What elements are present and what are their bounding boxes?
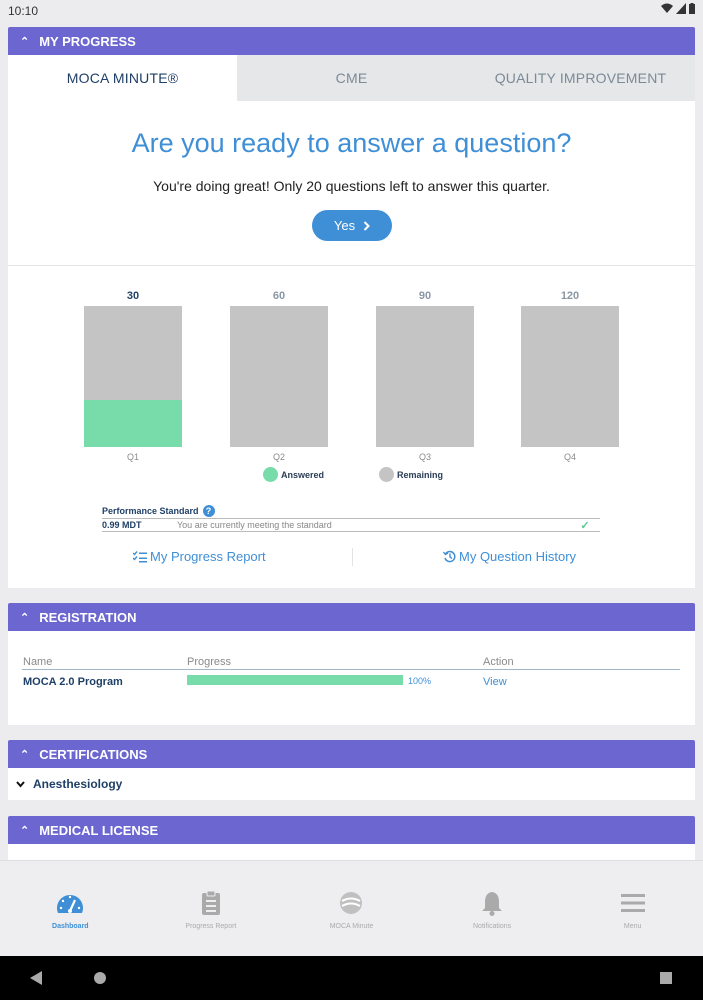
quarter-bar-remaining — [376, 306, 474, 447]
nav-dashboard[interactable]: Dashboard — [0, 861, 141, 956]
performance-title-row: Performance Standard ? — [102, 504, 600, 518]
col-header-action: Action — [483, 656, 514, 668]
my-question-history-label: My Question History — [459, 549, 577, 564]
my-progress-title: MY PROGRESS — [39, 33, 136, 49]
registration-header[interactable]: ⌃ REGISTRATION — [8, 603, 695, 631]
quarter-label: Q3 — [418, 452, 431, 462]
system-nav-bar — [0, 956, 703, 1000]
performance-value: 0.99 MDT — [102, 520, 142, 530]
quarter-column: 90 Q3 — [376, 290, 474, 462]
yes-button[interactable]: Yes — [312, 210, 392, 241]
legend-remaining-label: Remaining — [397, 469, 444, 480]
legend-answered-label: Answered — [281, 469, 325, 480]
nav-moca-minute[interactable]: MOCA Minute — [281, 861, 422, 956]
nav-dashboard-label: Dashboard — [52, 923, 89, 930]
status-time: 10:10 — [8, 4, 39, 18]
signal-icon — [676, 3, 686, 14]
help-icon[interactable]: ? — [202, 505, 215, 517]
moca-minute-icon — [340, 892, 363, 914]
check-icon: ✓ — [580, 519, 590, 532]
back-icon[interactable] — [30, 971, 42, 985]
quarter-goal-label: 30 — [126, 290, 140, 302]
wifi-icon — [661, 3, 673, 13]
chevron-down-icon — [16, 780, 25, 788]
recents-icon[interactable] — [660, 972, 672, 984]
history-icon — [443, 550, 456, 563]
menu-icon — [620, 894, 645, 912]
progress-tabs: MOCA MINUTE® CME QUALITY IMPROVEMENT — [8, 55, 695, 101]
quarter-bar-answered — [84, 400, 182, 447]
quarter-column: 120 Q4 — [521, 290, 619, 462]
performance-title: Performance Standard — [102, 506, 199, 516]
bottom-nav: Dashboard Progress Report MOCA Minute No… — [0, 860, 703, 956]
registration-title: REGISTRATION — [39, 609, 137, 625]
chevron-up-icon: ⌃ — [20, 748, 30, 761]
divider — [8, 265, 695, 266]
col-header-progress: Progress — [187, 656, 232, 668]
nav-notifications[interactable]: Notifications — [422, 861, 563, 956]
legend-answered: Answered — [263, 467, 324, 482]
nav-progress-report-label: Progress Report — [185, 923, 237, 930]
dashboard-icon — [57, 895, 84, 913]
nav-moca-minute-label: MOCA Minute — [329, 923, 374, 930]
certifications-card — [8, 768, 695, 800]
table-header-line — [22, 669, 680, 670]
quarter-goal-label: 90 — [418, 290, 432, 302]
certification-label: Anesthesiology — [33, 777, 123, 791]
battery-icon — [689, 3, 695, 14]
my-progress-header[interactable]: ⌃ MY PROGRESS — [8, 27, 695, 55]
tab-quality-improvement[interactable]: QUALITY IMPROVEMENT — [466, 55, 695, 101]
question-title: Are you ready to answer a question? — [131, 128, 572, 158]
quarter-goal-label: 120 — [560, 290, 580, 302]
registration-view-link[interactable]: View — [483, 676, 507, 688]
legend-remaining: Remaining — [379, 467, 443, 482]
answered-dot — [263, 467, 278, 482]
quarter-goal-label: 60 — [272, 290, 286, 302]
yes-label: Yes — [333, 218, 356, 233]
performance-row: 0.99 MDT You are currently meeting the s… — [102, 518, 600, 532]
quarter-bar-remaining — [230, 306, 328, 447]
quarter-column: 30 Q1 — [84, 290, 182, 462]
nav-notifications-label: Notifications — [473, 923, 512, 930]
my-progress-report-label: My Progress Report — [150, 549, 266, 564]
home-icon[interactable] — [94, 972, 106, 984]
registration-progress-text: 100% — [408, 676, 432, 686]
quarter-bar-remaining — [84, 306, 182, 447]
clipboard-icon — [201, 890, 220, 915]
status-icons — [661, 3, 695, 14]
certification-item[interactable]: Anesthesiology — [16, 777, 122, 791]
performance-standard: Performance Standard ? 0.99 MDT You are … — [102, 504, 600, 532]
my-question-history-link[interactable]: My Question History — [443, 549, 576, 564]
certifications-title: CERTIFICATIONS — [39, 746, 148, 762]
quarter-label: Q2 — [272, 452, 285, 462]
checklist-icon — [133, 550, 147, 562]
medical-license-header[interactable]: ⌃ MEDICAL LICENSE — [8, 816, 695, 844]
registration-program-name: MOCA 2.0 Program — [23, 676, 123, 688]
quarter-label: Q4 — [563, 452, 576, 462]
question-subtitle: You're doing great! Only 20 questions le… — [153, 178, 550, 194]
tab-cme[interactable]: CME — [237, 55, 466, 101]
quarter-column: 60 Q2 — [230, 290, 328, 462]
performance-message: You are currently meeting the standard — [177, 520, 332, 530]
chevron-up-icon: ⌃ — [20, 824, 30, 837]
certifications-header[interactable]: ⌃ CERTIFICATIONS — [8, 740, 695, 768]
medical-license-card — [8, 844, 695, 860]
status-bar: 10:10 — [0, 0, 703, 22]
my-progress-report-link[interactable]: My Progress Report — [133, 549, 266, 564]
nav-menu-label: Menu — [623, 923, 642, 930]
chevron-up-icon: ⌃ — [20, 35, 30, 48]
chevron-up-icon: ⌃ — [20, 611, 30, 624]
registration-progress-bar — [187, 675, 403, 685]
tab-moca-minute[interactable]: MOCA MINUTE® — [8, 55, 237, 101]
col-header-name: Name — [23, 656, 53, 668]
bell-icon — [482, 892, 503, 916]
quarter-label: Q1 — [126, 452, 139, 462]
nav-progress-report[interactable]: Progress Report — [141, 861, 282, 956]
quarter-bar-remaining — [521, 306, 619, 447]
remaining-dot — [379, 467, 394, 482]
medical-license-title: MEDICAL LICENSE — [39, 822, 159, 838]
chevron-right-icon — [363, 220, 371, 231]
nav-menu[interactable]: Menu — [562, 861, 703, 956]
link-separator — [352, 548, 353, 566]
